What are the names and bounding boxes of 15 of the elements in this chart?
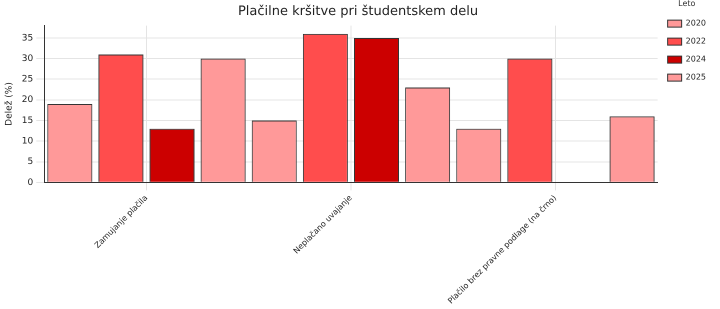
chart-title: Plačilne kršitve pri študentskem delu [238,4,478,20]
y-tick-label: 0 [28,178,34,188]
y-tick-label: 30 [22,54,34,64]
y-tick-label: 25 [22,74,34,85]
y-tick-label: 10 [22,136,34,146]
y-tick-label: 15 [22,116,34,126]
y-tick-label: 20 [22,95,34,106]
legend-label: 2022 [686,36,706,46]
legend-label: 2020 [686,18,706,28]
y-tick-label: 35 [22,33,34,44]
y-axis-title: Delež (%) [4,82,15,126]
legend-label: 2025 [686,72,706,82]
legend-title: Leto [678,0,696,8]
y-tick-label: 5 [28,157,34,168]
legend-label: 2024 [686,54,706,64]
